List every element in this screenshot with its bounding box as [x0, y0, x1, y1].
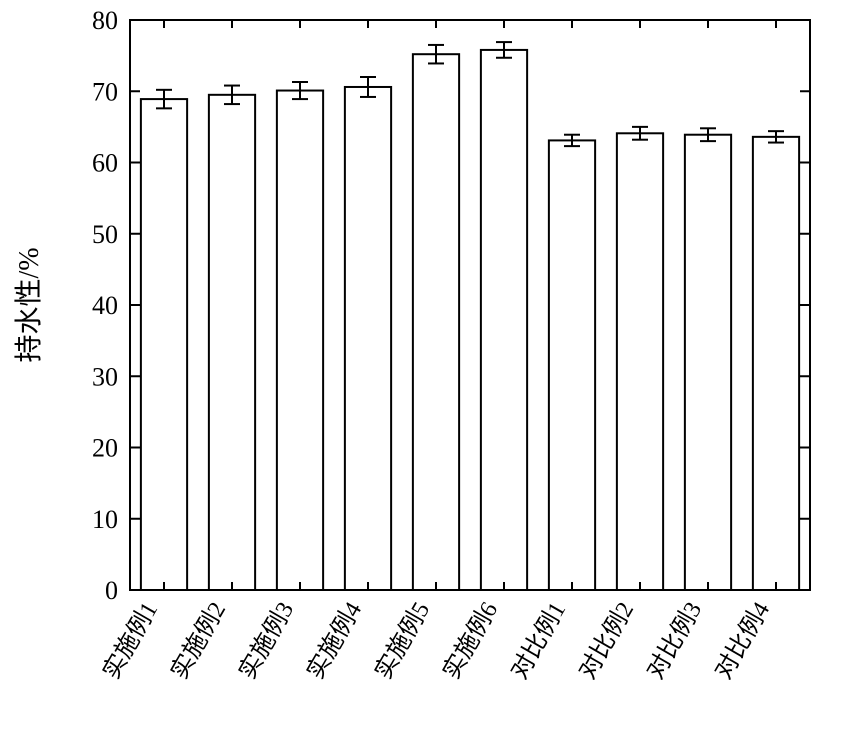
ytick-label: 0	[105, 576, 118, 605]
bar	[277, 91, 323, 590]
bar-chart: 01020304050607080持水性/%实施例1实施例2实施例3实施例4实施…	[0, 0, 854, 733]
chart-svg: 01020304050607080持水性/%实施例1实施例2实施例3实施例4实施…	[0, 0, 854, 733]
ytick-label: 60	[92, 149, 118, 178]
bar	[685, 135, 731, 590]
bar	[413, 54, 459, 590]
xtick-label: 实施例4	[302, 598, 367, 684]
ytick-label: 70	[92, 77, 118, 106]
xtick-label: 实施例2	[166, 598, 231, 684]
bar	[549, 140, 595, 590]
xtick-label: 对比例2	[574, 598, 639, 684]
ytick-label: 20	[92, 434, 118, 463]
bar	[481, 50, 527, 590]
bar	[617, 133, 663, 590]
ytick-label: 30	[92, 362, 118, 391]
xtick-label: 实施例6	[438, 598, 503, 684]
ytick-label: 80	[92, 6, 118, 35]
xtick-label: 对比例1	[506, 598, 571, 684]
xtick-label: 对比例3	[642, 598, 707, 684]
xtick-label: 实施例3	[234, 598, 299, 684]
bar	[141, 99, 187, 590]
ytick-label: 40	[92, 291, 118, 320]
ytick-label: 50	[92, 220, 118, 249]
bar	[209, 95, 255, 590]
bar	[753, 137, 799, 590]
bar	[345, 87, 391, 590]
xtick-label: 实施例1	[98, 598, 163, 684]
y-axis-label: 持水性/%	[13, 247, 45, 362]
xtick-label: 对比例4	[710, 598, 775, 684]
xtick-label: 实施例5	[370, 598, 435, 684]
ytick-label: 10	[92, 505, 118, 534]
